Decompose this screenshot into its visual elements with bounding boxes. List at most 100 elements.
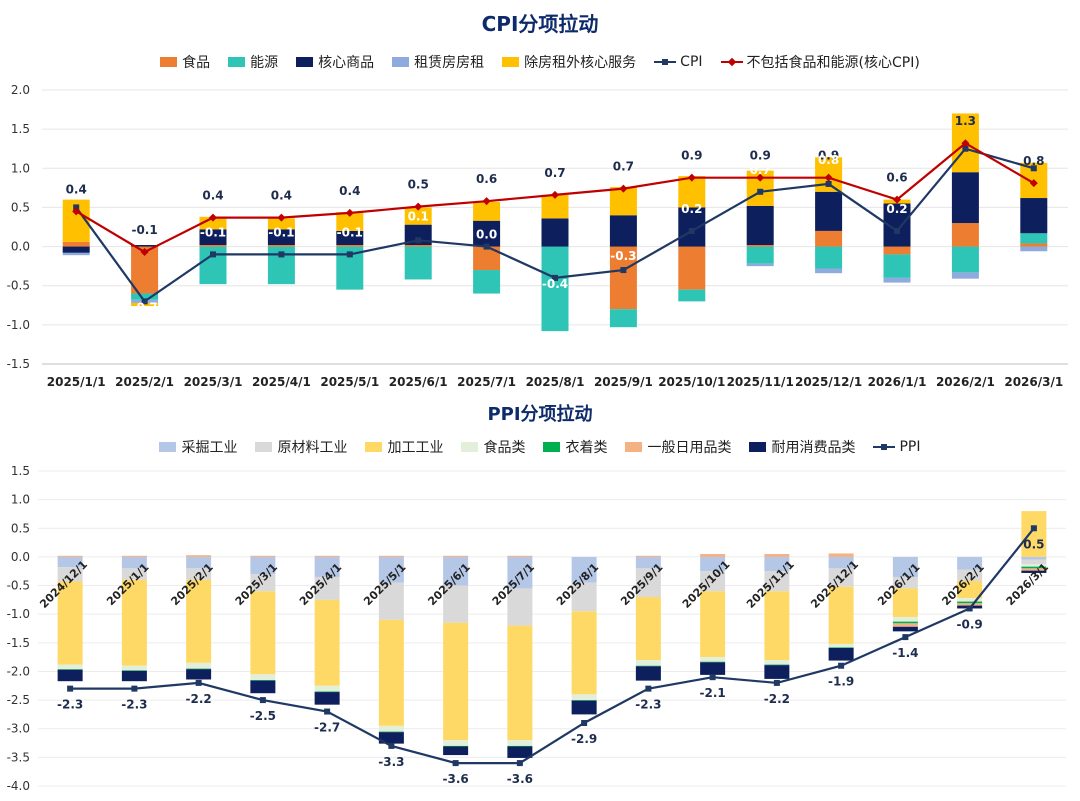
cpi-data-label: -0.1 [268, 225, 294, 239]
bar-series-4-0 [57, 669, 83, 670]
point-series-5-7 [552, 274, 558, 281]
bar-series-6-7 [507, 746, 533, 758]
ppi-data-label: -2.3 [635, 698, 661, 712]
bar-series-0-4 [314, 556, 340, 577]
bar-series-4-13 [892, 621, 918, 624]
ppi-chart: 1.5 1.0 0.5 0.0 -0.5 -1.0 -1.5 -2.0 -2.5 -3.0 -3.5… [7, 464, 1066, 793]
x-tick-label: 2025/12/1 [795, 375, 862, 389]
bar-series-1-13 [892, 576, 918, 589]
x-tick-label: 2025/3/1 [184, 375, 243, 389]
bar-series-0-5 [378, 556, 404, 583]
bar-series-4-11 [764, 664, 790, 666]
bar-series-6-5 [378, 732, 404, 744]
bar-series-0-3 [267, 245, 295, 247]
bar-series-2-14 [957, 580, 983, 599]
bar-series-4-5 [404, 207, 432, 225]
ppi-data-label: -2.3 [57, 698, 83, 712]
y-tick-label: 0.5 [11, 200, 30, 214]
bar-series-4-12 [828, 647, 854, 648]
x-tick-label: 2025/11/1 [727, 375, 794, 389]
legend-swatch [543, 442, 561, 452]
cpi-data-label: -0.4 [542, 277, 568, 291]
bar-series-5-13 [892, 623, 918, 627]
legend-item-series-2: 加工工业 [365, 437, 443, 457]
bar-series-1-15 [1021, 559, 1047, 565]
legend-swatch [255, 442, 273, 452]
bar-series-1-0 [57, 567, 83, 582]
bar-series-4-7 [541, 194, 569, 219]
bar-series-0-14 [1020, 243, 1048, 247]
bar-series-5-1 [121, 555, 147, 557]
legend-label: 一般日用品类 [647, 440, 732, 456]
bar-series-2-14 [1020, 198, 1048, 234]
point-ppi-3 [259, 697, 266, 704]
point-series-6-2 [209, 213, 217, 222]
legend-label: 能源 [250, 55, 279, 71]
bar-series-0-8 [571, 556, 597, 583]
bar-series-2-8 [571, 611, 597, 695]
bar-series-1-5 [378, 582, 404, 620]
point-ppi-10 [709, 674, 716, 681]
ppi-bars [57, 511, 1047, 758]
point-ppi-11 [773, 679, 780, 686]
bar-series-2-2 [186, 579, 212, 663]
bar-series-4-15 [1021, 566, 1047, 569]
bar-series-2-10 [700, 591, 726, 658]
bar-series-0-9 [678, 246, 706, 290]
bar-series-6-9 [635, 666, 661, 681]
point-series-5-3 [278, 251, 285, 258]
point-series-6-7 [551, 190, 559, 199]
bar-series-0-4 [336, 245, 364, 247]
bar-series-5-10 [700, 554, 726, 557]
core-cpi-data-label: 0.9 [818, 149, 839, 163]
bar-series-3-4 [314, 685, 340, 692]
bar-series-0-10 [700, 556, 726, 572]
bar-series-5-12 [828, 553, 854, 557]
legend-swatch [159, 442, 177, 452]
bar-series-6-1 [121, 670, 147, 682]
bar-series-0-13 [951, 223, 979, 247]
bar-series-2-13 [951, 172, 979, 224]
bar-series-1-2 [186, 568, 212, 580]
legend-item-series-0: 采掘工业 [159, 437, 237, 457]
legend-swatch [296, 57, 314, 67]
point-series-5-1 [141, 298, 148, 305]
bar-series-4-2 [186, 668, 212, 670]
bar-series-1-10 [746, 246, 774, 264]
bar-series-2-7 [507, 625, 533, 741]
bar-series-3-6 [443, 740, 469, 746]
point-series-6-9 [687, 173, 696, 182]
bar-series-0-12 [828, 556, 854, 569]
legend-line-swatch [873, 442, 896, 452]
legend-item-series-4: 除房租外核心服务 [502, 52, 636, 72]
bar-series-2-4 [314, 599, 340, 686]
legend-swatch [625, 442, 643, 452]
bar-series-3-14 [957, 598, 983, 602]
bar-series-3-1 [121, 665, 147, 671]
x-tick-label: 2026/2/1 [936, 375, 995, 389]
cpi-data-label: -0.1 [200, 225, 226, 239]
bar-series-2-7 [541, 218, 569, 247]
bar-series-0-9 [635, 556, 661, 569]
bar-series-3-11 [764, 660, 790, 665]
y-tick-label: -1.0 [7, 318, 30, 332]
point-series-6-3 [277, 213, 286, 222]
cpi-data-label: 0.1 [408, 209, 429, 223]
y-tick-label: -0.5 [7, 279, 30, 293]
bar-series-3-8 [571, 694, 597, 701]
point-series-6-14 [1029, 179, 1038, 188]
bar-series-6-10 [700, 662, 726, 675]
cpi-chart-title: CPI分项拉动 [481, 12, 599, 36]
bar-series-2-4 [336, 230, 364, 246]
legend-line-swatch [720, 57, 743, 67]
bar-series-6-0 [57, 669, 83, 682]
bar-series-3-14 [1020, 246, 1048, 252]
bar-series-4-3 [250, 680, 276, 681]
bar-series-4-4 [314, 691, 340, 693]
bar-series-6-4 [314, 692, 340, 705]
x-tick-label: 2026/1/1 [868, 375, 927, 389]
bar-series-2-3 [267, 229, 295, 246]
point-series-6-12 [893, 195, 901, 204]
bar-series-5-11 [764, 554, 790, 557]
point-series-6-1 [140, 248, 149, 257]
